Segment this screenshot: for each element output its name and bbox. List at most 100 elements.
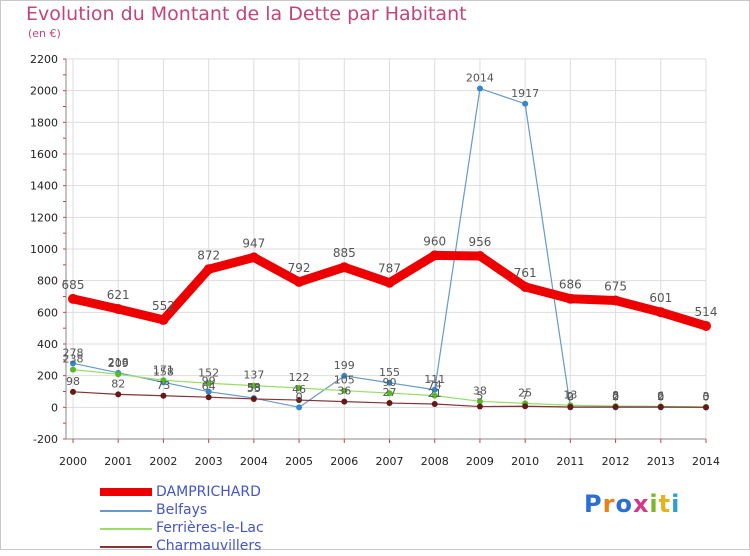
data-point <box>703 404 709 411</box>
data-point <box>522 403 529 410</box>
logo-letter: r <box>602 490 616 518</box>
data-label: 7 <box>522 389 529 402</box>
data-label: 0 <box>612 390 619 403</box>
data-label: 73 <box>156 379 170 392</box>
chart-unit-label: (en €) <box>28 27 61 40</box>
data-point <box>115 391 122 398</box>
x-tick-label: 2006 <box>330 455 358 468</box>
data-label: 13 <box>563 388 577 401</box>
data-label: 792 <box>288 261 311 275</box>
axes: -200020040060080010001200140016001800200… <box>30 53 720 468</box>
data-label: 137 <box>243 369 264 382</box>
data-label: 105 <box>334 374 355 387</box>
data-label: 514 <box>695 305 718 319</box>
data-label: 5 <box>476 390 483 403</box>
data-point <box>655 307 666 318</box>
legend-item-belfays: Belfays <box>100 502 360 520</box>
data-point <box>294 276 305 287</box>
series-lines <box>68 85 711 411</box>
data-point <box>205 388 212 395</box>
y-tick-label: -200 <box>33 433 58 446</box>
data-label: 8 <box>612 389 619 402</box>
data-point <box>248 252 259 263</box>
x-tick-label: 2011 <box>556 455 584 468</box>
y-tick-label: 400 <box>37 338 58 351</box>
data-point <box>386 390 393 397</box>
data-point <box>296 404 303 411</box>
data-label: 58 <box>247 381 261 394</box>
data-point <box>476 398 483 405</box>
data-point <box>70 366 76 373</box>
data-point <box>341 398 348 405</box>
data-label: 278 <box>63 346 84 359</box>
data-label: 53 <box>247 382 261 395</box>
data-label: 122 <box>289 371 310 384</box>
y-tick-label: 0 <box>51 401 58 414</box>
data-point <box>520 281 531 292</box>
y-tick-label: 2000 <box>30 85 58 98</box>
data-label: 2014 <box>466 71 494 84</box>
x-tick-label: 2002 <box>149 455 177 468</box>
data-label: 0 <box>296 390 303 403</box>
legend-item-ferrieres-le-lac: Ferrières-le-Lac <box>100 520 360 538</box>
logo-letter: t <box>658 490 672 518</box>
data-label: 0 <box>703 390 710 403</box>
legend-item-charmauvillers: Charmauvillers <box>100 538 360 556</box>
data-label: 872 <box>197 248 220 262</box>
data-point <box>160 377 167 384</box>
data-label: 98 <box>66 375 80 388</box>
legend-label: Ferrières-le-Lac <box>156 520 264 536</box>
data-label: 6 <box>657 389 664 402</box>
data-label: 64 <box>202 380 216 393</box>
data-label: 675 <box>604 279 627 293</box>
data-point <box>431 386 438 393</box>
x-tick-label: 2004 <box>240 455 268 468</box>
legend-label: DAMPRICHARD <box>156 484 261 500</box>
data-point <box>476 85 483 92</box>
data-label: 947 <box>242 236 265 250</box>
x-tick-label: 2013 <box>647 455 675 468</box>
legend-label: Charmauvillers <box>156 538 262 554</box>
data-label: 2 <box>567 390 574 403</box>
data-label: 621 <box>107 288 130 302</box>
data-label: 74 <box>428 379 442 392</box>
logo-letter: x <box>632 490 650 518</box>
data-point <box>113 304 124 315</box>
data-label: 209 <box>108 357 129 370</box>
x-tick-label: 2012 <box>602 455 630 468</box>
legend-item-damprichard: DAMPRICHARD <box>100 484 360 502</box>
y-tick-label: 1200 <box>30 211 58 224</box>
x-tick-label: 2007 <box>376 455 404 468</box>
data-point <box>339 262 350 273</box>
data-point <box>205 380 212 387</box>
data-label: 685 <box>62 278 85 292</box>
legend: DAMPRICHARD Belfays Ferrières-le-Lac Cha… <box>100 484 360 556</box>
data-point <box>610 295 621 306</box>
data-label: 27 <box>383 386 397 399</box>
data-point <box>115 371 122 378</box>
data-label: 199 <box>334 359 355 372</box>
x-tick-label: 2001 <box>104 455 132 468</box>
data-point <box>612 404 619 411</box>
data-label: 158 <box>153 365 174 378</box>
data-point <box>250 382 257 389</box>
data-label: 99 <box>202 375 216 388</box>
data-point <box>386 379 393 386</box>
data-point <box>205 394 212 401</box>
data-point <box>431 401 438 408</box>
chart-title: Evolution du Montant de la Dette par Hab… <box>26 3 467 25</box>
data-label: 552 <box>152 299 175 313</box>
logo-letter: i <box>649 490 659 518</box>
data-point <box>158 314 169 325</box>
x-tick-label: 2009 <box>466 455 494 468</box>
legend-swatch <box>100 528 152 530</box>
data-label: 152 <box>198 366 219 379</box>
data-label: 21 <box>428 387 442 400</box>
data-point <box>565 293 576 304</box>
x-tick-label: 2008 <box>421 455 449 468</box>
data-point <box>68 293 78 304</box>
data-label: 36 <box>337 385 351 398</box>
data-label: 956 <box>468 235 491 249</box>
